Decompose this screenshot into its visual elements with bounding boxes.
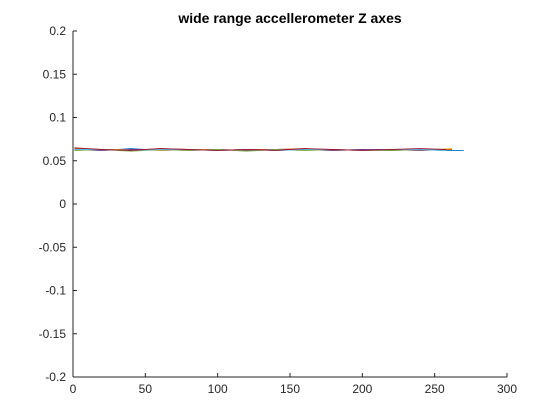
x-tick-label: 300 [497, 382, 517, 396]
chart-title: wide range accellerometer Z axes [177, 10, 402, 26]
x-tick-label: 200 [352, 382, 372, 396]
y-tick-label: -0.1 [45, 284, 66, 298]
y-tick-label: 0.2 [49, 24, 66, 38]
y-tick-label: 0.1 [49, 111, 66, 125]
x-tick-label: 50 [139, 382, 153, 396]
y-tick-label: 0 [59, 197, 66, 211]
x-tick-label: 100 [208, 382, 228, 396]
x-tick-label: 150 [280, 382, 300, 396]
y-tick-label: 0.15 [43, 67, 67, 81]
series-layer [74, 147, 464, 152]
x-tick-label: 0 [70, 382, 77, 396]
series-line-7 [74, 147, 447, 151]
ticks-layer: 0 50 100 150 200 250 300 -0.2 -0.15 -0.1 -0.05 0 0.0… [39, 24, 518, 396]
y-tick-label: 0.05 [43, 154, 67, 168]
axes-layer [72, 31, 507, 378]
y-tick-label: -0.15 [39, 327, 67, 341]
x-tick-label: 250 [425, 382, 445, 396]
y-tick-label: -0.05 [39, 240, 67, 254]
y-tick-label: -0.2 [45, 370, 66, 384]
